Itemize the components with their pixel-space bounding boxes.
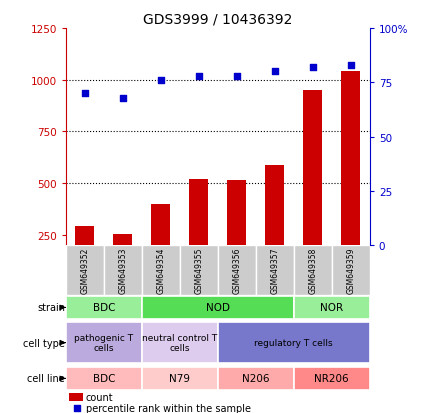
Bar	[294, 246, 332, 295]
Text: count: count	[85, 392, 113, 402]
Point	[157, 78, 164, 84]
Text: N79: N79	[169, 373, 190, 384]
Point	[347, 62, 354, 69]
Bar	[142, 367, 218, 390]
Bar	[142, 322, 218, 363]
Text: GSM649354: GSM649354	[156, 247, 165, 294]
Text: GSM649353: GSM649353	[118, 247, 127, 294]
Text: regulatory T cells: regulatory T cells	[255, 338, 333, 347]
Text: N206: N206	[242, 373, 269, 384]
Bar	[66, 297, 142, 319]
Text: GSM649355: GSM649355	[194, 247, 203, 294]
Bar	[265, 165, 284, 287]
Bar	[256, 246, 294, 295]
Bar	[66, 367, 142, 390]
Bar	[332, 246, 370, 295]
Bar	[75, 226, 94, 287]
Text: BDC: BDC	[93, 303, 115, 313]
Bar	[189, 180, 208, 287]
Bar	[66, 322, 142, 363]
Text: cell type: cell type	[23, 338, 65, 348]
Text: GSM649356: GSM649356	[232, 247, 241, 294]
Point	[119, 95, 126, 102]
Text: cell line: cell line	[27, 373, 65, 384]
Bar	[69, 393, 82, 401]
Bar	[218, 367, 294, 390]
Text: GSM649359: GSM649359	[346, 247, 355, 294]
Text: NOR: NOR	[320, 303, 343, 313]
Text: pathogenic T
cells: pathogenic T cells	[74, 333, 133, 352]
Bar	[151, 204, 170, 287]
Text: neutral control T
cells: neutral control T cells	[142, 333, 218, 352]
Bar	[341, 72, 360, 287]
Bar	[218, 246, 256, 295]
Point	[272, 69, 278, 76]
Text: strain: strain	[37, 303, 65, 313]
Bar	[218, 322, 370, 363]
Bar	[227, 181, 246, 287]
Point	[73, 405, 80, 412]
Bar	[303, 91, 322, 287]
Bar	[104, 246, 142, 295]
Bar	[113, 235, 132, 287]
Bar	[294, 367, 370, 390]
Bar	[66, 246, 104, 295]
Text: GSM649357: GSM649357	[270, 247, 279, 294]
Bar	[294, 297, 370, 319]
Text: GSM649352: GSM649352	[80, 247, 89, 294]
Title: GDS3999 / 10436392: GDS3999 / 10436392	[143, 12, 292, 26]
Point	[82, 90, 88, 97]
Point	[233, 74, 240, 80]
Bar	[142, 246, 180, 295]
Text: percentile rank within the sample: percentile rank within the sample	[85, 403, 251, 413]
Text: NR206: NR206	[314, 373, 349, 384]
Text: GSM649358: GSM649358	[308, 247, 317, 294]
Bar	[142, 297, 294, 319]
Text: BDC: BDC	[93, 373, 115, 384]
Text: NOD: NOD	[206, 303, 230, 313]
Point	[196, 74, 202, 80]
Point	[309, 64, 316, 71]
Bar	[180, 246, 218, 295]
